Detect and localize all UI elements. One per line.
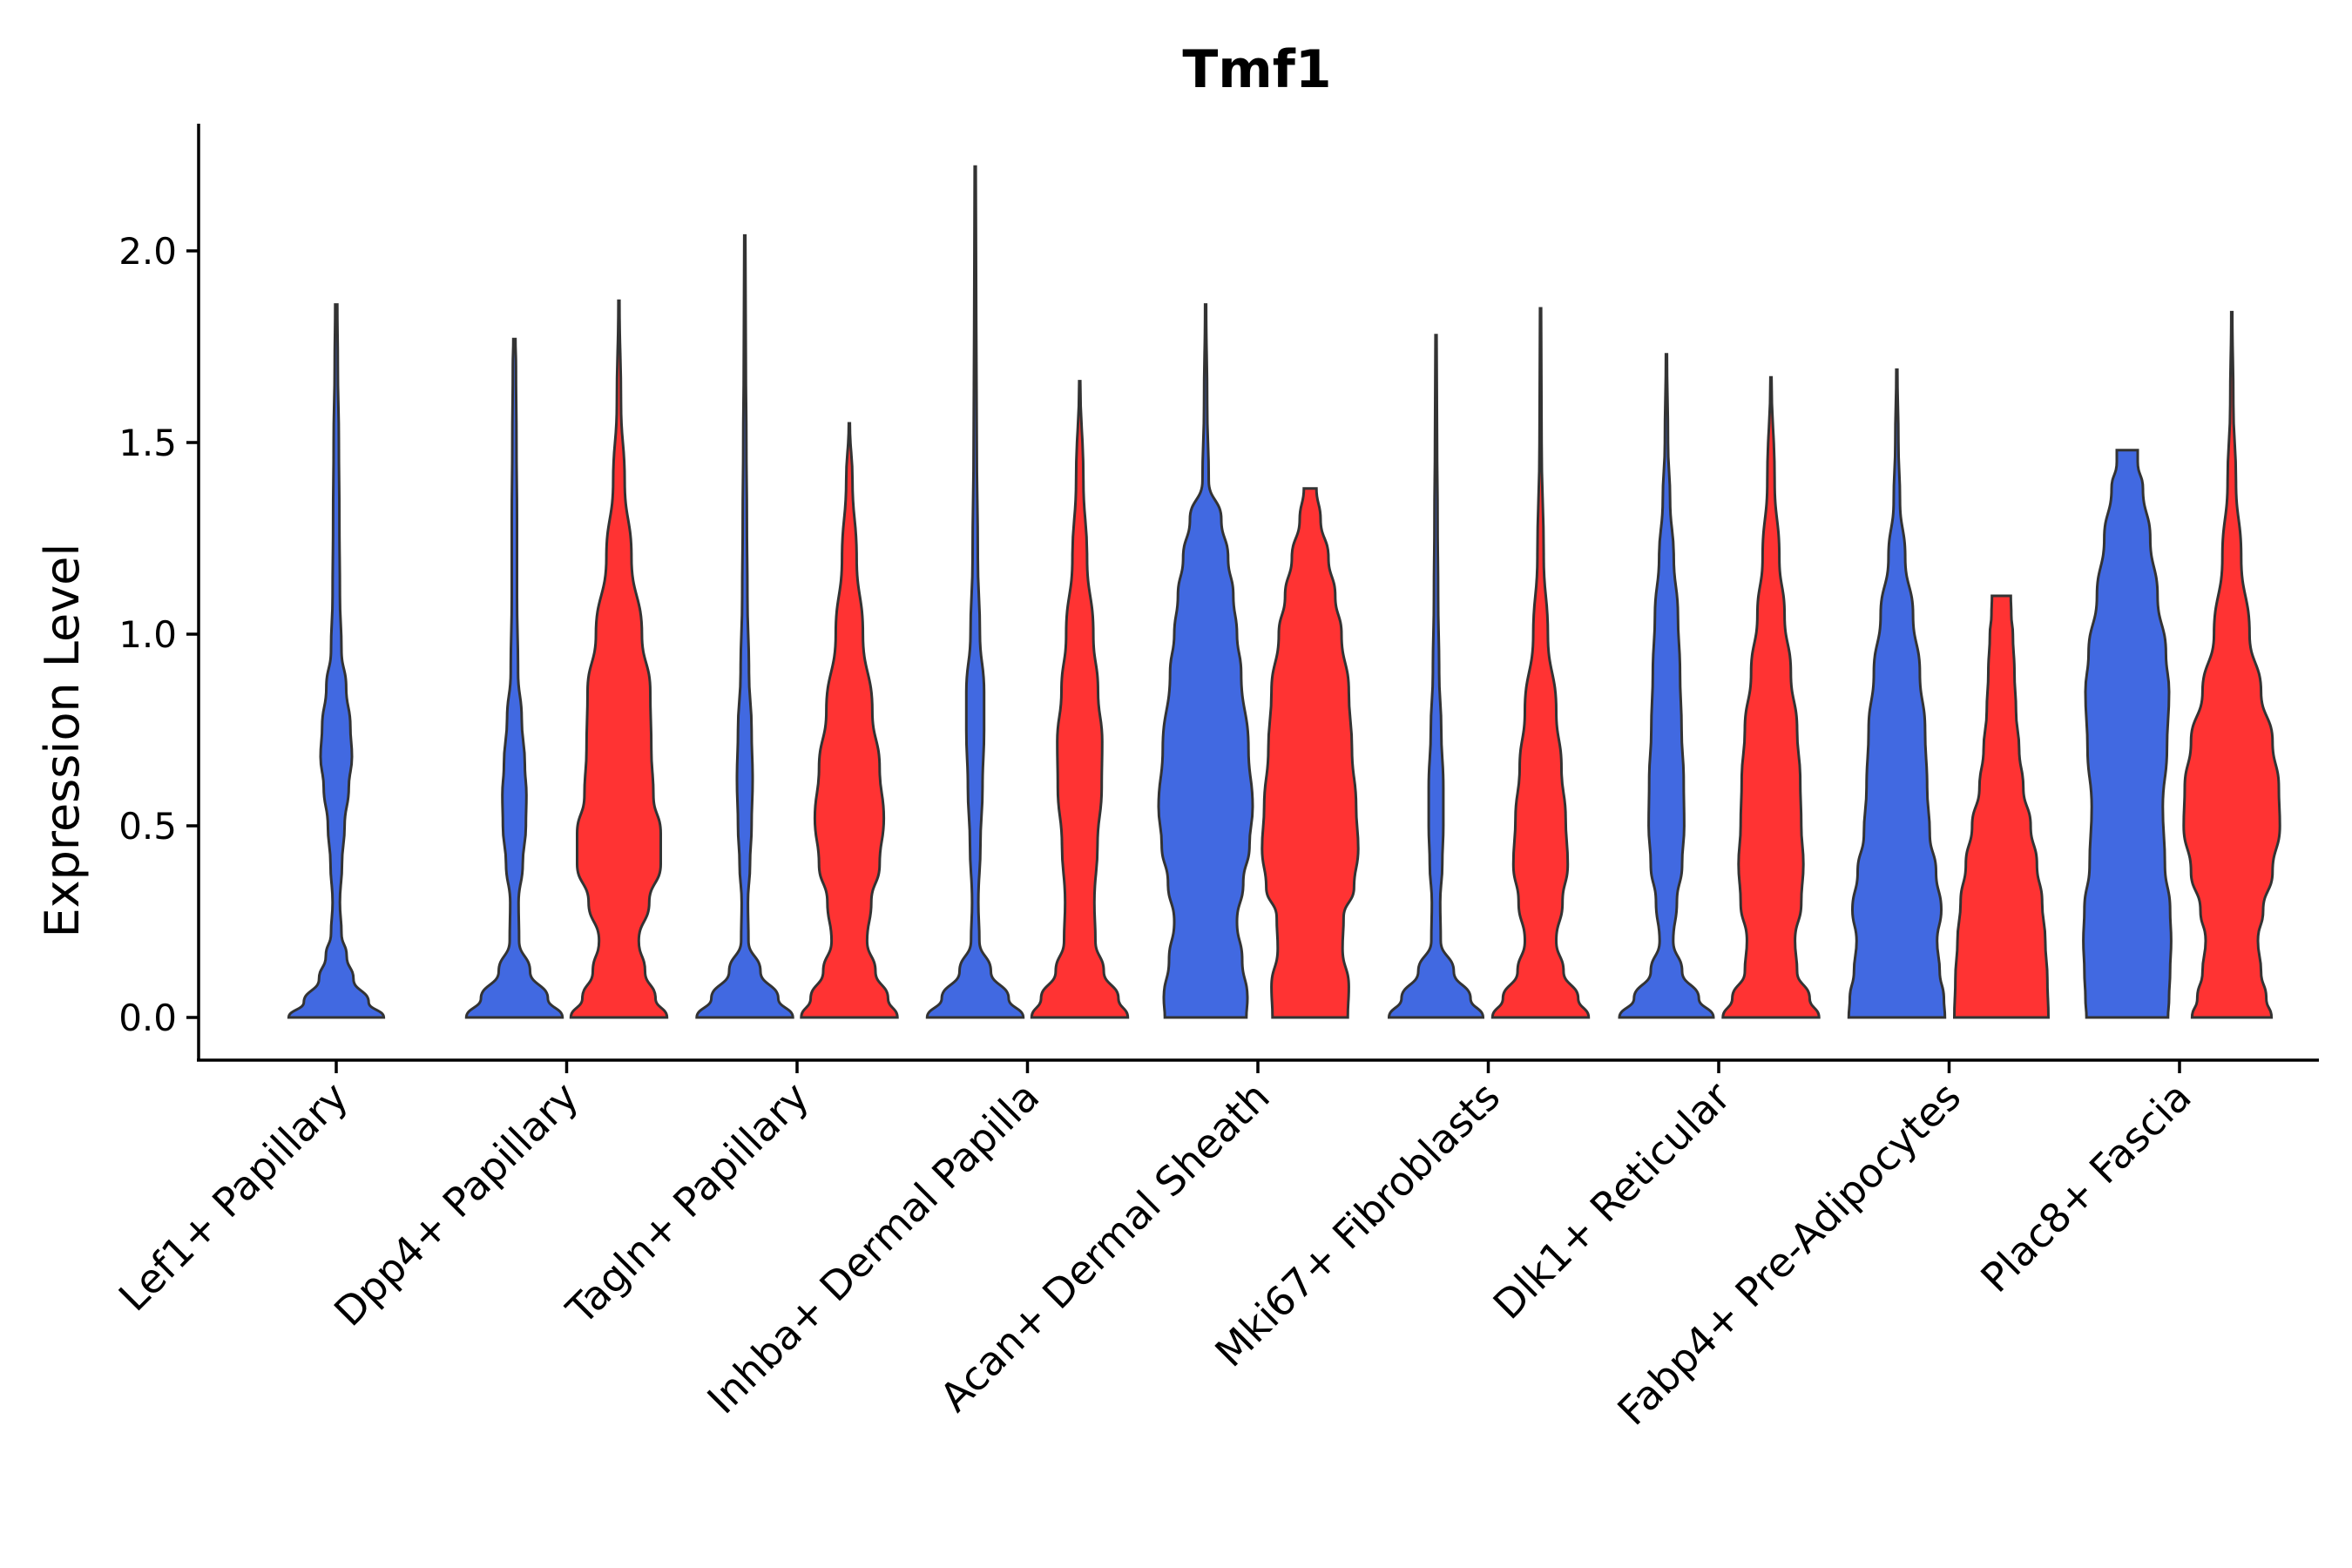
x-tick-label: Tagln+ Papillary <box>557 1073 818 1335</box>
x-tick-label: Dpp4+ Papillary <box>325 1073 587 1335</box>
violin-group_2-tagln-papillary <box>800 422 899 1019</box>
violin-group_2-inhba-dermal-papilla <box>1030 380 1130 1019</box>
violin-group <box>287 165 2281 1019</box>
y-ticks: 0.0 0.5 1.0 1.5 2.0 <box>118 230 199 1039</box>
x-tick-label: Dlk1+ Reticular <box>1484 1073 1740 1328</box>
x-tick-label: Lef1+ Papillary <box>110 1073 357 1321</box>
x-tick-label: Plac8+ Fascia <box>1971 1073 2200 1301</box>
chart-title: Tmf1 <box>1182 39 1331 100</box>
y-tick-label: 0.5 <box>118 805 177 848</box>
violin-group_1-dlk1-reticular <box>1618 353 1715 1019</box>
violin-group_2-plac8-fascia <box>2182 310 2281 1019</box>
violin-group_1-plac8-fascia <box>2082 449 2173 1019</box>
violin-group_2-dpp4-papillary <box>569 299 669 1019</box>
violin-group_1-lef1-papillary <box>287 303 386 1019</box>
violin-group_1-dpp4-papillary <box>464 337 564 1019</box>
y-tick-label: 0.0 <box>118 997 177 1039</box>
y-tick-label: 2.0 <box>118 230 177 273</box>
y-tick-label: 1.5 <box>118 422 177 464</box>
violin-group_1-acan-dermal-sheath <box>1157 303 1254 1019</box>
y-axis-label: Expression Level <box>35 544 90 938</box>
violin-group_1-inhba-dermal-papilla <box>925 165 1025 1019</box>
violin-group_2-mki67-fibroblasts <box>1490 307 1591 1019</box>
violin-group_1-fabp4-pre-adipocytes <box>1847 368 1947 1019</box>
violin-group_2-acan-dermal-sheath <box>1260 487 1360 1019</box>
violin-group_1-tagln-papillary <box>695 233 794 1019</box>
violin-group_2-dlk1-reticular <box>1721 375 1821 1019</box>
y-tick-label: 1.0 <box>118 613 177 656</box>
violin-group_2-fabp4-pre-adipocytes <box>1952 594 2051 1019</box>
violin-group_1-mki67-fibroblasts <box>1387 334 1485 1019</box>
